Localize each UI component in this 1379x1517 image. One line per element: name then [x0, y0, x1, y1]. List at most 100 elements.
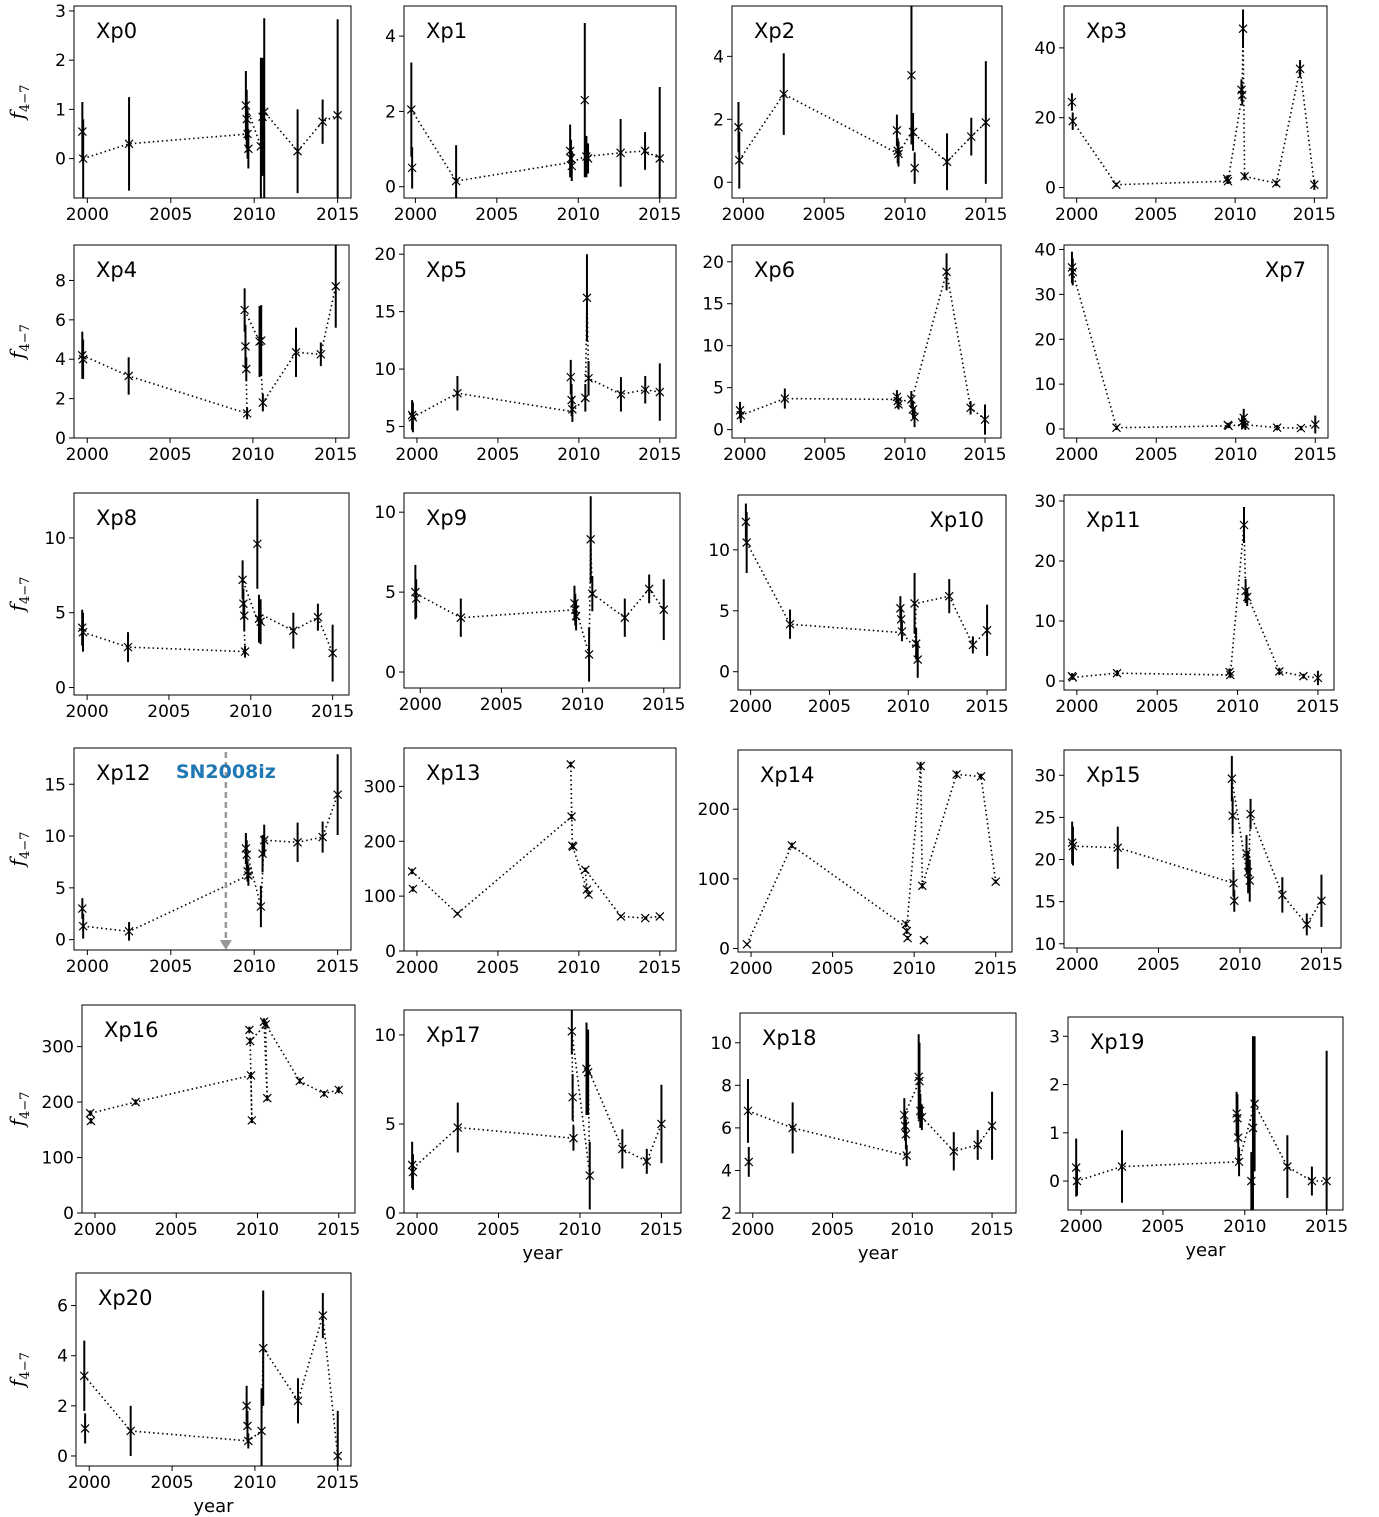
data-point	[566, 760, 576, 769]
x-tick-label: 2005	[155, 1220, 198, 1240]
x-tick-label: 2000	[395, 958, 438, 978]
data-point	[567, 1026, 577, 1036]
data-point	[241, 364, 251, 374]
data-point	[1068, 267, 1078, 277]
data-point	[1072, 1176, 1082, 1186]
data-point	[894, 149, 903, 159]
x-tick-label: 2005	[150, 1473, 193, 1493]
axes-frame	[731, 244, 1002, 439]
y-tick-label: 10	[1034, 935, 1056, 955]
x-tick-label: 2015	[311, 702, 354, 722]
data-point	[259, 1017, 269, 1027]
data-point	[584, 650, 594, 659]
y-tick-label: 3	[1049, 1027, 1060, 1047]
series-line	[1071, 271, 1316, 429]
axes-frame	[737, 749, 1013, 953]
data-point	[256, 336, 266, 345]
data-point	[78, 627, 88, 637]
y-tick-label: 0	[385, 663, 396, 683]
x-axis-label: year	[522, 1243, 563, 1264]
panel-title: Xp18	[762, 1026, 816, 1050]
x-tick-label: 2015	[316, 1473, 359, 1493]
panel-title: Xp10	[930, 508, 984, 532]
data-point	[567, 812, 576, 822]
axes-frame	[1063, 5, 1328, 199]
y-tick-label: 200	[42, 1093, 74, 1113]
y-tick-label: 2	[57, 1397, 68, 1417]
axes-frame	[1063, 749, 1342, 949]
panel-xp6: 2000 2005 2010 2015 0 5 10 15 20 Xp6	[702, 244, 1007, 465]
data-point	[616, 148, 626, 158]
y-tick-label: 1	[1049, 1124, 1060, 1144]
y-axis-label: f4−7	[5, 577, 33, 614]
data-point	[241, 341, 250, 351]
data-point	[1067, 97, 1077, 107]
data-point	[942, 267, 951, 277]
data-point	[902, 1151, 912, 1160]
x-tick-label: 2000	[65, 702, 108, 722]
series-line	[1076, 1101, 1327, 1182]
data-point	[256, 617, 266, 627]
panel-title: Xp1	[426, 19, 467, 43]
panel-title: Xp9	[426, 506, 467, 530]
y-tick-label: 4	[713, 47, 724, 67]
data-point	[892, 125, 902, 135]
data-point	[1225, 670, 1235, 680]
series-line	[1072, 778, 1323, 926]
data-point	[780, 394, 790, 403]
data-point	[331, 281, 341, 291]
panel-xp13: 2000 2005 2010 2015 0 100 200 300 Xp13	[364, 747, 681, 978]
data-point	[582, 885, 592, 894]
data-point	[642, 1156, 652, 1166]
data-point	[262, 1093, 272, 1103]
x-tick-label: 2005	[476, 445, 519, 465]
data-point	[456, 613, 466, 623]
series-line	[1072, 28, 1316, 186]
data-point	[1229, 896, 1239, 906]
data-point	[1233, 1133, 1243, 1143]
panel-xp11: 2000 2005 2010 2015 0 10 20 30 Xp11	[1034, 492, 1339, 717]
data-point	[1322, 1176, 1332, 1186]
x-tick-label: 2005	[811, 959, 854, 979]
axes-frame	[73, 492, 350, 696]
data-point	[328, 648, 338, 658]
data-point	[952, 769, 961, 779]
panel-title: Xp16	[104, 1018, 158, 1042]
y-tick-label: 0	[1045, 420, 1056, 440]
panel-xp10: 2000 2005 2010 2015 0 5 10 Xp10	[708, 494, 1009, 717]
data-point	[1112, 423, 1121, 433]
data-point	[1238, 24, 1248, 34]
y-tick-label: 2	[1049, 1076, 1060, 1096]
data-point	[1313, 673, 1323, 683]
data-point	[788, 1123, 798, 1133]
data-point	[659, 605, 669, 615]
data-point	[333, 1451, 343, 1461]
data-point	[982, 625, 992, 635]
x-tick-label: 2005	[1135, 445, 1178, 465]
data-point	[1310, 420, 1320, 429]
data-point	[917, 881, 927, 891]
y-tick-label: 2	[713, 110, 724, 130]
axes-frame	[75, 1272, 352, 1467]
x-tick-label: 2005	[811, 1220, 854, 1240]
data-point	[293, 146, 303, 156]
x-tick-label: 2010	[883, 445, 926, 465]
data-point	[640, 146, 650, 156]
series-line	[746, 765, 997, 945]
y-tick-label: 20	[702, 253, 724, 273]
data-point	[247, 1115, 257, 1125]
x-tick-label: 2010	[1213, 205, 1256, 225]
data-point	[295, 1076, 305, 1086]
data-point	[258, 398, 268, 407]
data-point	[78, 354, 88, 364]
data-point	[1234, 1157, 1244, 1167]
data-point	[1309, 180, 1319, 190]
x-tick-label: 2005	[803, 445, 846, 465]
x-tick-label: 2015	[316, 957, 359, 977]
data-point	[243, 1436, 253, 1446]
axes-frame	[403, 244, 677, 439]
x-tick-label: 2010	[891, 1220, 934, 1240]
data-point	[1245, 876, 1255, 886]
y-tick-label: 0	[57, 1447, 68, 1467]
data-point	[1112, 668, 1122, 678]
